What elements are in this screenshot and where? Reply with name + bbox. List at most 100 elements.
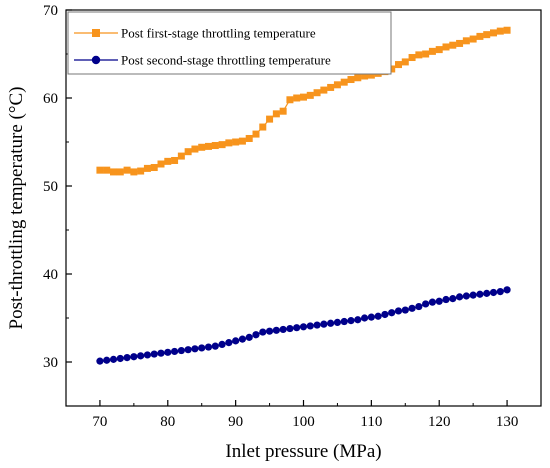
data-point: [469, 291, 477, 299]
data-point: [150, 350, 158, 358]
data-point: [408, 54, 416, 62]
series-layer: [96, 26, 511, 365]
legend-marker-circle: [91, 55, 101, 65]
data-point: [347, 76, 355, 84]
data-point: [354, 74, 362, 82]
data-point: [204, 343, 213, 351]
data-point: [327, 83, 335, 91]
data-point: [211, 142, 219, 150]
data-point: [143, 351, 152, 359]
data-point: [279, 107, 287, 115]
data-point: [354, 316, 362, 324]
data-point: [422, 50, 430, 58]
data-point: [177, 346, 185, 355]
y-tick-label: 50: [43, 179, 58, 195]
data-point: [103, 166, 111, 174]
data-point: [130, 168, 138, 176]
data-point: [435, 46, 443, 54]
data-point: [96, 357, 104, 365]
data-point: [184, 148, 192, 156]
data-point: [381, 310, 389, 319]
x-tick-label: 70: [92, 414, 107, 430]
data-point: [177, 152, 185, 160]
x-tick-label: 120: [428, 414, 451, 430]
data-point: [320, 320, 328, 328]
data-point: [143, 164, 151, 172]
data-point: [320, 86, 328, 94]
x-tick-label: 110: [360, 414, 382, 430]
x-tick-label: 130: [496, 414, 519, 430]
data-point: [340, 78, 348, 86]
data-point: [483, 289, 491, 297]
data-point: [157, 349, 165, 357]
data-point: [218, 141, 226, 149]
data-point: [286, 96, 294, 104]
data-point: [388, 65, 396, 73]
data-point: [211, 342, 219, 350]
data-point: [272, 110, 280, 118]
data-point: [442, 43, 450, 51]
data-point: [293, 324, 301, 332]
data-point: [198, 344, 206, 352]
legend-box: [67, 11, 392, 75]
data-point: [483, 31, 491, 39]
data-point: [401, 58, 409, 66]
data-point: [286, 324, 294, 333]
data-point: [435, 297, 443, 305]
data-point: [265, 327, 274, 335]
data-point: [415, 302, 423, 311]
data-point: [360, 314, 369, 322]
data-point: [103, 356, 111, 364]
data-point: [401, 306, 409, 314]
data-point: [456, 39, 464, 47]
data-point: [449, 41, 457, 49]
data-point: [137, 167, 145, 175]
data-point: [259, 123, 267, 131]
data-point: [476, 32, 484, 40]
data-point: [191, 145, 199, 153]
data-point: [300, 93, 307, 101]
data-point: [415, 51, 423, 59]
data-point: [164, 348, 172, 356]
x-tick-label: 90: [228, 414, 243, 430]
data-point: [205, 142, 212, 150]
data-point: [469, 35, 477, 43]
data-point: [109, 355, 118, 363]
data-point: [184, 346, 192, 354]
data-point: [394, 307, 403, 315]
data-point: [306, 322, 314, 330]
data-point: [123, 166, 131, 174]
legend: Post first-stage throttling temperature P…: [67, 11, 392, 75]
data-point: [232, 138, 240, 146]
x-tick-label: 80: [160, 414, 175, 430]
data-point: [245, 333, 253, 341]
data-point: [327, 319, 335, 327]
series-2: [96, 286, 511, 365]
y-tick-label: 40: [43, 267, 58, 283]
data-point: [367, 313, 375, 321]
data-point: [171, 156, 179, 164]
data-point: [428, 47, 436, 55]
legend-label: Post second-stage throttling temperature: [121, 53, 331, 68]
x-axis-title: Inlet pressure (MPa): [225, 441, 381, 462]
data-point: [395, 61, 402, 69]
data-point: [503, 286, 511, 294]
data-point: [259, 328, 267, 336]
data-point: [374, 312, 382, 320]
data-point: [340, 317, 348, 326]
legend-label: Post first-stage throttling temperature: [121, 26, 316, 41]
data-point: [225, 139, 233, 147]
data-point: [313, 89, 321, 97]
data-point: [150, 164, 158, 172]
data-point: [496, 27, 504, 35]
legend-marker-square: [92, 29, 100, 37]
data-point: [157, 160, 165, 168]
data-point: [503, 26, 511, 34]
data-point: [164, 157, 172, 165]
x-tick-label: 100: [292, 414, 315, 430]
data-point: [272, 326, 280, 334]
data-point: [462, 37, 470, 45]
data-point: [116, 354, 124, 363]
data-point: [422, 300, 430, 308]
